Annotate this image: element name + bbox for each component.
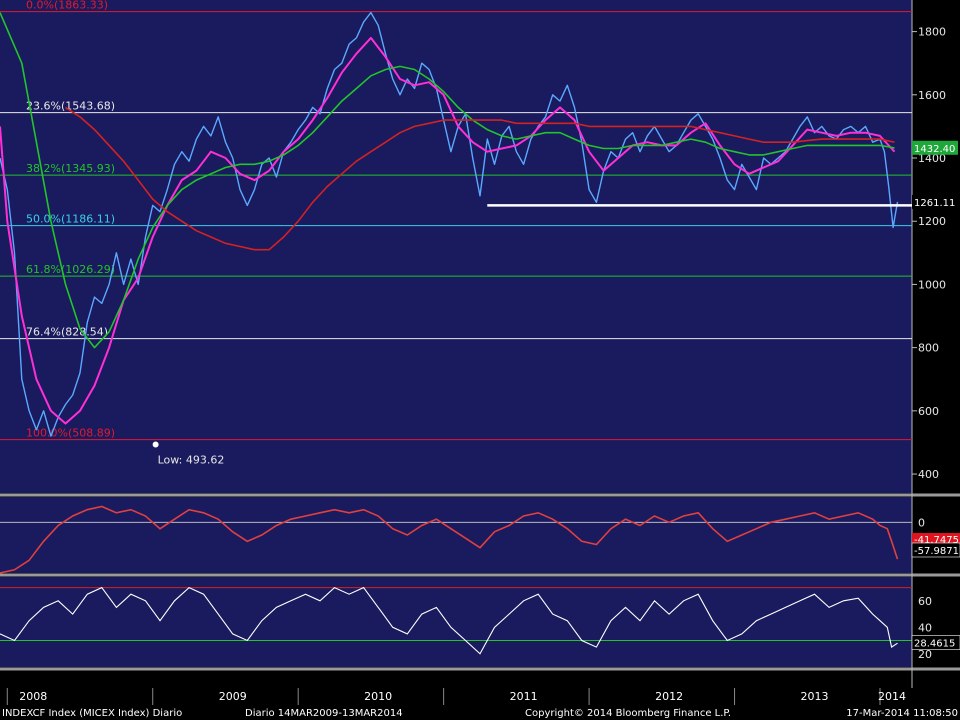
osc-panel: [0, 577, 912, 667]
fib-level-label: 0.0%(1863.33): [26, 0, 108, 12]
series-ma-mid: [0, 12, 895, 349]
y-tick-label: 600: [918, 405, 939, 418]
x-tick-label: 2009: [219, 690, 247, 703]
osc-last-label: 28.4615: [914, 639, 955, 650]
ma-last-label: 1432.40: [914, 144, 955, 155]
rsi-tick-label: 0: [918, 516, 925, 529]
x-tick-label: 2014: [878, 690, 906, 703]
fib-level-label: 76.4%(828.54): [26, 326, 108, 339]
x-axis-bar: [0, 688, 960, 705]
fib-level-label: 100.0%(508.89): [26, 427, 115, 440]
fib-level-label: 23.6%(1543.68): [26, 100, 115, 113]
series-price: [0, 11, 899, 437]
osc-last-tag: [911, 635, 960, 650]
y-tick-label: 1600: [918, 89, 946, 102]
last-price-tag: [912, 194, 958, 209]
low-label: Low: 493.62: [158, 453, 225, 466]
fib-level-label: 61.8%(1026.29): [26, 263, 115, 276]
y-tick-label: 1200: [918, 215, 946, 228]
footer-left: INDEXCF Index (MICEX Index) Diario: [2, 708, 182, 719]
footer-timestamp: 17-Mar-2014 11:08:50: [846, 708, 958, 719]
osc-tick-label: 60: [918, 595, 932, 608]
footer-mid: Diario 14MAR2009-13MAR2014: [245, 708, 403, 719]
x-tick-label: 2012: [655, 690, 683, 703]
last-price-label: 1261.11: [914, 198, 955, 209]
price-panel: [0, 0, 912, 493]
footer-copyright: Copyright© 2014 Bloomberg Finance L.P.: [525, 708, 731, 719]
y-tick-label: 1800: [918, 26, 946, 39]
low-marker: [152, 441, 159, 448]
osc-tick-label: 40: [918, 621, 932, 634]
rsi-line: [0, 505, 899, 574]
fib-level-label: 50.0%(1186.11): [26, 213, 115, 226]
rsi-panel: [0, 497, 912, 573]
footer-bar: [0, 705, 960, 720]
rsi-tag-black: [911, 542, 960, 558]
y-tick-label: 1000: [918, 278, 946, 291]
y-tick-label: 400: [918, 468, 939, 481]
y-tick-label: 800: [918, 342, 939, 355]
ma-last-tag: [912, 140, 958, 155]
x-tick-label: 2011: [510, 690, 538, 703]
y-tick-label: 1400: [918, 152, 946, 165]
series-ma-slow: [65, 106, 895, 251]
x-tick-label: 2008: [19, 690, 47, 703]
x-tick-label: 2013: [801, 690, 829, 703]
x-tick-label: 2010: [364, 690, 392, 703]
series-ma-fast: [0, 36, 896, 425]
osc-line: [0, 586, 898, 655]
osc-tick-label: 20: [918, 648, 932, 661]
rsi-last-label: -57.9871: [914, 546, 959, 557]
fib-level-label: 38.2%(1345.93): [26, 162, 115, 175]
rsi-tag-label: -41.7475: [914, 535, 959, 546]
